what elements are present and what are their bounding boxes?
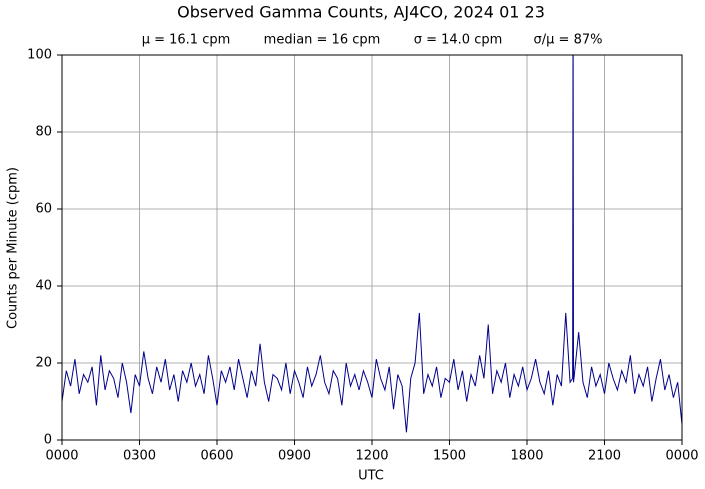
- y-tick-label: 60: [35, 202, 52, 217]
- annotation: median = 16 cpm: [264, 33, 381, 48]
- plot-frame: [61, 54, 683, 441]
- y-tick-label: 0: [44, 433, 52, 448]
- x-tick-label: 1500: [433, 449, 466, 464]
- x-tick-label: 0600: [200, 449, 233, 464]
- x-tick-label: 0000: [665, 449, 698, 464]
- x-tick-label: 2100: [588, 449, 621, 464]
- x-tick-label: 1200: [355, 449, 388, 464]
- y-tick-label: 80: [35, 125, 52, 140]
- x-tick-label: 0000: [45, 449, 78, 464]
- y-tick-label: 20: [35, 356, 52, 371]
- x-axis-label: UTC: [358, 469, 384, 484]
- annotation: σ/μ = 87%: [534, 33, 603, 48]
- chart-title: Observed Gamma Counts, AJ4CO, 2024 01 23: [177, 3, 545, 22]
- annotation: σ = 14.0 cpm: [414, 33, 503, 48]
- x-tick-label: 0900: [278, 449, 311, 464]
- y-axis-label: Counts per Minute (cpm): [6, 167, 21, 329]
- y-tick-label: 100: [27, 48, 52, 63]
- x-tick-label: 1800: [510, 449, 543, 464]
- x-tick-label: 0300: [123, 449, 156, 464]
- data-line: [62, 55, 682, 433]
- annotation: μ = 16.1 cpm: [142, 33, 231, 48]
- y-tick-label: 40: [35, 279, 52, 294]
